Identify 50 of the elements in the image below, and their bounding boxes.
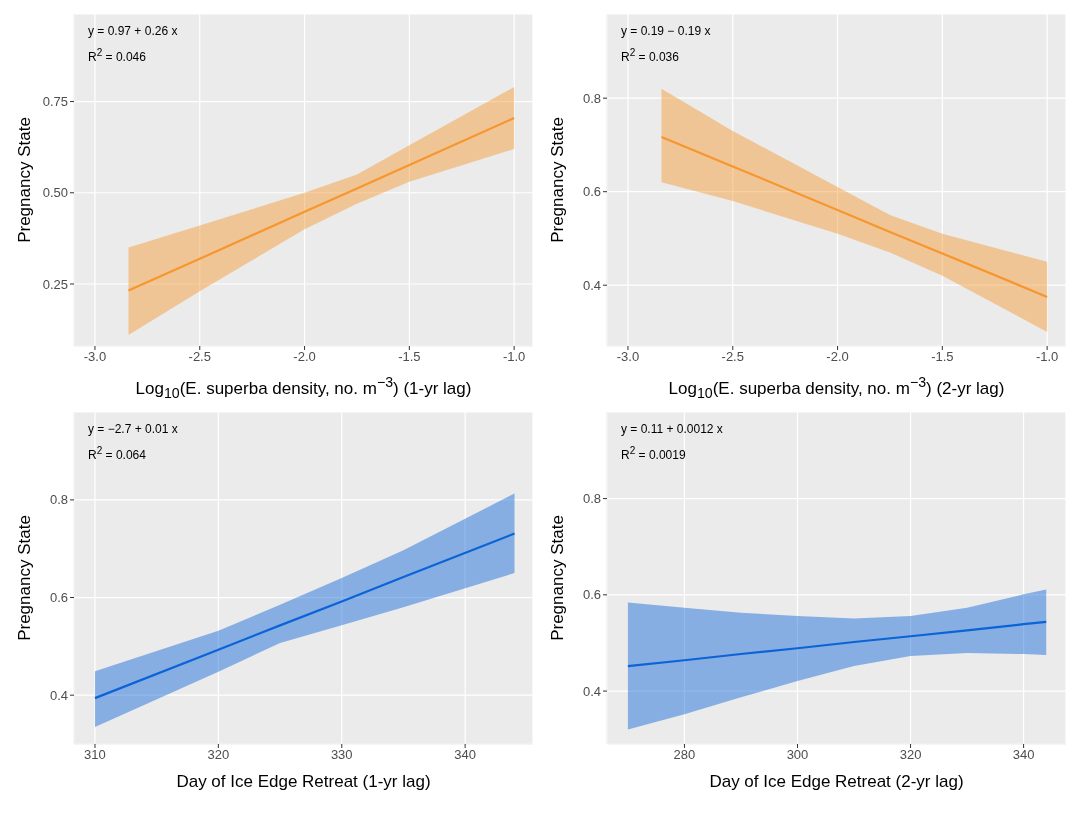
annotation: y = 0.97 + 0.26 x	[88, 23, 178, 40]
x-tick-label: -1.5	[931, 349, 954, 365]
x-tick-label: -2.5	[721, 349, 744, 365]
x-tick-label: 330	[330, 747, 353, 763]
y-axis-title: Pregnancy State	[15, 515, 35, 641]
x-tick-label: 340	[454, 747, 476, 763]
y-axis-title: Pregnancy State	[548, 515, 568, 641]
x-tick-label: -2.0	[293, 349, 316, 365]
y-tick-label: 0.8	[582, 491, 601, 507]
line-series	[626, 620, 1048, 668]
x-tick-label: 340	[1012, 747, 1035, 763]
x-tick-label: -3.0	[83, 349, 107, 365]
annotation: y = −2.7 + 0.01 x	[88, 421, 178, 438]
x-tick-label: 310	[84, 747, 106, 763]
x-tick-label: 320	[207, 747, 230, 763]
x-axis-title: Log$_{10}$(E. superba density, no. m$^{−3}$) (1-yr lag)	[134, 374, 473, 402]
line-series	[660, 135, 1049, 298]
x-tick-label: -2.0	[826, 349, 849, 365]
line-series	[93, 532, 516, 700]
annotation: R$^{2}$ = 0.036	[621, 46, 680, 66]
y-tick-label: 0.4	[49, 687, 68, 703]
x-tick-label: -1.0	[502, 349, 526, 365]
x-axis-title: Log$_{10}$(E. superba density, no. m$^{−3}$) (2-yr lag)	[667, 374, 1006, 402]
y-axis-title: Pregnancy State	[15, 117, 35, 243]
x-tick-label: -1.5	[398, 349, 421, 365]
y-tick-label: 0.25	[42, 276, 68, 292]
annotation: y = 0.11 + 0.0012 x	[621, 421, 723, 438]
annotation: R$^{2}$ = 0.0019	[621, 444, 687, 464]
y-tick-label: 0.50	[42, 185, 68, 201]
x-tick-label: -3.0	[616, 349, 640, 365]
x-axis-title: Day of Ice Edge Retreat (2-yr lag)	[708, 772, 965, 792]
x-tick-label: 300	[786, 747, 809, 763]
annotation: R$^{2}$ = 0.064	[88, 444, 147, 464]
y-tick-label: 0.8	[49, 492, 68, 508]
line-series	[127, 116, 516, 292]
annotation: y = 0.19 − 0.19 x	[621, 23, 711, 40]
y-tick-label: 0.4	[582, 277, 601, 293]
y-tick-label: 0.75	[42, 94, 68, 110]
y-tick-label: 0.4	[582, 683, 601, 699]
y-tick-label: 0.8	[582, 90, 601, 106]
x-tick-label: -1.0	[1035, 349, 1059, 365]
x-tick-label: -2.5	[188, 349, 211, 365]
x-tick-label: 320	[899, 747, 922, 763]
x-tick-label: 280	[673, 747, 696, 763]
y-tick-label: 0.6	[582, 184, 601, 200]
y-tick-label: 0.6	[582, 587, 601, 603]
x-axis-title: Day of Ice Edge Retreat (1-yr lag)	[175, 772, 432, 792]
y-tick-label: 0.6	[49, 590, 68, 606]
annotation: R$^{2}$ = 0.046	[88, 46, 147, 66]
y-axis-title: Pregnancy State	[548, 117, 568, 243]
